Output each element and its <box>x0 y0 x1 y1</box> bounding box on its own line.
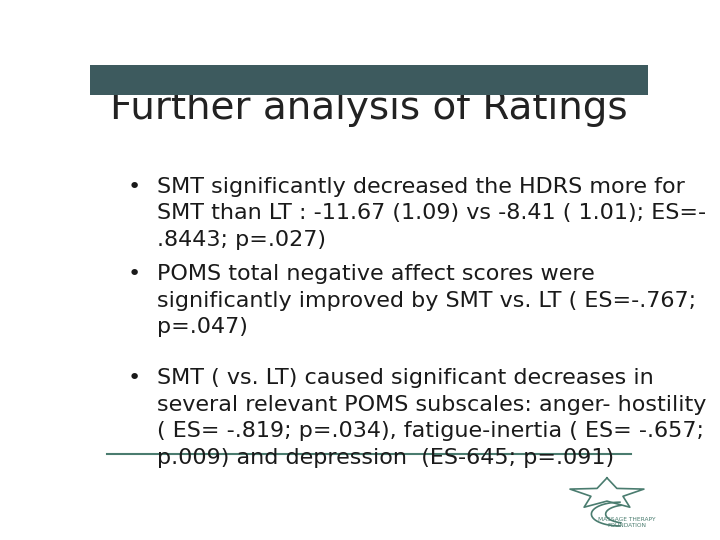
Text: MASSAGE THERAPY
FOUNDATION: MASSAGE THERAPY FOUNDATION <box>598 517 655 528</box>
Text: •: • <box>128 177 141 197</box>
Text: SMT ( vs. LT) caused significant decreases in
several relevant POMS subscales: a: SMT ( vs. LT) caused significant decreas… <box>157 368 706 468</box>
Text: •: • <box>128 265 141 285</box>
Text: POMS total negative affect scores were
significantly improved by SMT vs. LT ( ES: POMS total negative affect scores were s… <box>157 265 696 337</box>
Text: SMT significantly decreased the HDRS more for
SMT than LT : -11.67 (1.09) vs -8.: SMT significantly decreased the HDRS mor… <box>157 177 706 250</box>
Text: Further analysis of Ratings: Further analysis of Ratings <box>110 90 628 127</box>
Text: •: • <box>128 368 141 388</box>
FancyBboxPatch shape <box>90 65 648 94</box>
